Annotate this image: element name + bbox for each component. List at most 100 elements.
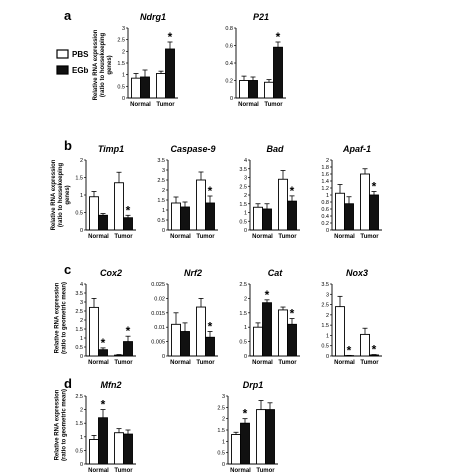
significance-star: *	[168, 30, 173, 44]
y-tick-label: 0.5	[157, 218, 165, 224]
y-axis-label-line: (ratio to housekeeping	[58, 162, 64, 227]
y-tick-label: 0.5	[75, 448, 83, 454]
bar-pbs	[171, 323, 181, 357]
bar-egb	[123, 217, 133, 231]
bar-pbs	[239, 80, 249, 99]
y-tick-label: 1.5	[239, 311, 247, 317]
y-tick-label: 3	[244, 176, 247, 182]
y-tick-label: 1	[244, 325, 247, 331]
bar-egb	[98, 349, 108, 357]
bar-chart-apaf-1: Apaf-1 00.20.40.60.811.21.41.61.82 Normal *…	[321, 144, 382, 240]
y-tick-label: 0	[326, 354, 329, 360]
significance-star: *	[290, 184, 295, 198]
y-tick-label: 0.4	[225, 61, 233, 67]
bar-chart-cat: Cat 0 0.5 1 1.5 2 2.5 * Normal * Tumor	[239, 268, 300, 366]
y-tick-label: 2	[244, 296, 247, 302]
bar-pbs	[89, 306, 99, 357]
x-category-label: Normal	[130, 102, 151, 108]
x-category-label: Tumor	[114, 360, 133, 366]
bar-egb	[273, 46, 283, 99]
y-tick-label: 1	[326, 193, 329, 199]
y-tick-label: 2	[222, 417, 225, 423]
y-tick-label: 3	[122, 26, 125, 32]
chart-title: Bad	[266, 144, 284, 154]
y-axis-label: Relative RNA expression (ratio to houseke…	[51, 159, 71, 230]
bar-egb	[248, 80, 258, 99]
bar-egb	[287, 323, 297, 357]
y-axis-label: Relative RNA expression (ratio to houseke…	[93, 29, 113, 100]
bar-chart-mfn2: Mfn2 0 0.5 1 1.5 2 2.5 * Normal Tumor	[75, 380, 136, 474]
significance-star: *	[290, 307, 295, 321]
x-category-label: Tumor	[196, 360, 215, 366]
y-tick-label: 0.4	[321, 214, 329, 220]
bar-pbs	[114, 354, 124, 357]
y-tick-label: 0.5	[321, 344, 329, 350]
chart-title: Ndrg1	[140, 12, 166, 22]
y-tick-label: 1.5	[239, 202, 247, 208]
y-tick-label: 0	[244, 228, 247, 234]
y-axis-label-line: Relative RNA expression	[51, 159, 57, 230]
y-tick-label: 4	[80, 282, 83, 288]
chart-title: Mfn2	[101, 380, 122, 390]
y-tick-label: 1	[80, 336, 83, 342]
y-tick-label: 2	[162, 188, 165, 194]
bar-egb	[265, 409, 275, 465]
y-tick-label: 3.5	[239, 167, 247, 173]
bar-pbs	[131, 77, 141, 99]
y-tick-label: 0.6	[321, 207, 329, 213]
y-tick-label: 3.5	[157, 158, 165, 164]
legend-label: PBS	[72, 50, 89, 59]
bar-egb	[262, 208, 272, 231]
y-tick-label: 3	[80, 300, 83, 306]
bar-pbs	[264, 81, 274, 99]
y-tick-label: 4	[244, 158, 247, 164]
y-tick-label: 1	[80, 193, 83, 199]
y-axis-label-line: Relative RNA expression	[55, 389, 61, 460]
significance-star: *	[208, 320, 213, 334]
legend-swatch	[56, 49, 69, 59]
bar-chart-bad: Bad 0 0.5 1 1.5 2 2.5 3 3.5 4 Normal * Tumor	[239, 144, 300, 240]
chart-title: Drp1	[243, 380, 264, 390]
bar-egb	[287, 200, 297, 231]
y-tick-label: 0.005	[151, 340, 165, 346]
x-category-label: Tumor	[360, 234, 379, 240]
bar-egb	[344, 203, 354, 231]
x-category-label: Normal	[334, 360, 355, 366]
y-tick-label: 0.015	[151, 311, 165, 317]
legend-label: EGb	[72, 66, 89, 75]
bar-egb	[165, 48, 175, 99]
chart-title: P21	[253, 12, 269, 22]
bar-pbs	[335, 192, 345, 231]
y-tick-label: 1	[244, 211, 247, 217]
bar-pbs	[231, 434, 241, 465]
chart-title: Apaf-1	[342, 144, 371, 154]
x-category-label: Normal	[88, 360, 109, 366]
chart-title: Cox2	[100, 268, 122, 278]
panel-letter: b	[64, 138, 72, 153]
y-axis-label-line: Relative RNA expression	[55, 282, 61, 353]
y-tick-label: 0.8	[321, 200, 329, 206]
bar-egb	[98, 214, 108, 231]
bar-egb	[98, 417, 108, 465]
y-axis-label-line: genes)	[107, 55, 113, 74]
y-tick-label: 0.5	[217, 451, 225, 457]
bar-pbs	[171, 202, 181, 231]
y-tick-label: 2.5	[157, 178, 165, 184]
y-tick-label: 3.5	[75, 291, 83, 297]
x-category-label: Tumor	[278, 360, 297, 366]
y-tick-label: 3.5	[321, 282, 329, 288]
bar-egb	[123, 341, 133, 357]
bar-pbs	[360, 333, 370, 357]
chart-title: Caspase-9	[170, 144, 215, 154]
y-tick-label: 0.8	[225, 26, 233, 32]
bar-pbs	[156, 73, 166, 99]
y-tick-label: 1.5	[75, 327, 83, 333]
y-tick-label: 0.5	[239, 340, 247, 346]
bar-egb	[240, 422, 250, 465]
y-tick-label: 2	[80, 408, 83, 414]
bar-pbs	[278, 309, 288, 357]
bar-chart-nrf2: Nrf2 0 0.005 0.01 0.015 0.02 0.025 Normal * Tumor	[151, 268, 218, 366]
y-tick-label: 0	[222, 462, 225, 468]
bar-pbs	[256, 409, 266, 465]
y-tick-label: 0.2	[321, 221, 329, 227]
